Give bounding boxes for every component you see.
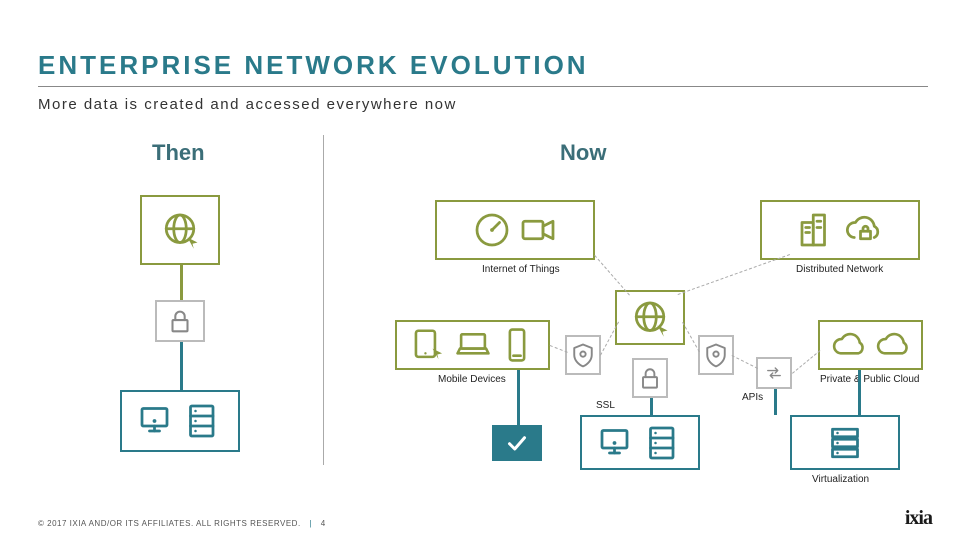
page-title: ENTERPRISE NETWORK EVOLUTION: [38, 50, 589, 81]
footer: © 2017 IXIA AND/OR ITS AFFILIATES. ALL R…: [38, 519, 326, 528]
desktop-icon: [137, 401, 177, 441]
shield-icon: [702, 341, 730, 369]
globe-cursor-icon: [630, 298, 670, 338]
lock-icon: [636, 364, 664, 392]
lock-icon: [165, 306, 195, 336]
phone-icon: [498, 326, 536, 364]
shield-icon: [569, 341, 597, 369]
shield_r-box: [698, 335, 734, 375]
cloud-caption: Private & Public Cloud: [820, 374, 920, 385]
column-divider: [323, 135, 324, 465]
then_lock-box: [155, 300, 205, 342]
tablet-touch-icon: [410, 326, 448, 364]
footer-copyright: © 2017 IXIA AND/OR ITS AFFILIATES. ALL R…: [38, 519, 301, 528]
globe-cursor-icon: [160, 210, 200, 250]
cloud-icon: [874, 326, 912, 364]
dashed-connector: [732, 355, 758, 369]
now_servers-box: [580, 415, 700, 470]
vertical-connector: [650, 398, 653, 415]
title-rule: [38, 86, 928, 87]
cloud-icon: [830, 326, 868, 364]
desktop-icon: [597, 423, 637, 463]
vertical-connector: [180, 342, 183, 390]
then_globe-box: [140, 195, 220, 265]
then_servers-box: [120, 390, 240, 452]
vertical-connector: [180, 265, 183, 300]
caption-apis: APIs: [742, 392, 763, 403]
section-header-then: Then: [152, 140, 205, 166]
apis-box: [756, 357, 792, 389]
footer-separator: |: [309, 519, 312, 528]
server-stack-icon: [825, 423, 865, 463]
distributed-box: [760, 200, 920, 260]
server-rack-icon: [643, 423, 683, 463]
now_globe-box: [615, 290, 685, 345]
mobile-box: [395, 320, 550, 370]
dashed-connector: [792, 350, 821, 374]
video-icon: [518, 210, 558, 250]
gauge-icon: [472, 210, 512, 250]
iot-caption: Internet of Things: [482, 264, 560, 275]
vertical-connector: [517, 370, 520, 425]
check-icon: [505, 431, 529, 455]
swap-icon: [764, 363, 784, 383]
vertical-connector: [774, 389, 777, 415]
dashed-connector: [594, 255, 630, 296]
cloud-lock-icon: [843, 210, 883, 250]
virt-caption: Virtualization: [812, 474, 869, 485]
cloud-box: [818, 320, 923, 370]
slide: ENTERPRISE NETWORK EVOLUTION More data i…: [0, 0, 960, 540]
section-header-now: Now: [560, 140, 606, 166]
mobile-caption: Mobile Devices: [438, 374, 506, 385]
caption-ssl: SSL: [596, 400, 615, 411]
brand-logo: ixia: [905, 507, 932, 530]
now_lock-box: [632, 358, 668, 398]
laptop-icon: [454, 326, 492, 364]
page-subtitle: More data is created and accessed everyw…: [38, 96, 457, 113]
shield_l-box: [565, 335, 601, 375]
check-box: [492, 425, 542, 461]
iot-box: [435, 200, 595, 260]
distributed-caption: Distributed Network: [796, 264, 883, 275]
footer-page-number: 4: [321, 519, 326, 528]
server-rack-icon: [183, 401, 223, 441]
dashed-connector: [678, 254, 790, 295]
buildings-icon: [797, 210, 837, 250]
virt-box: [790, 415, 900, 470]
vertical-connector: [858, 370, 861, 415]
